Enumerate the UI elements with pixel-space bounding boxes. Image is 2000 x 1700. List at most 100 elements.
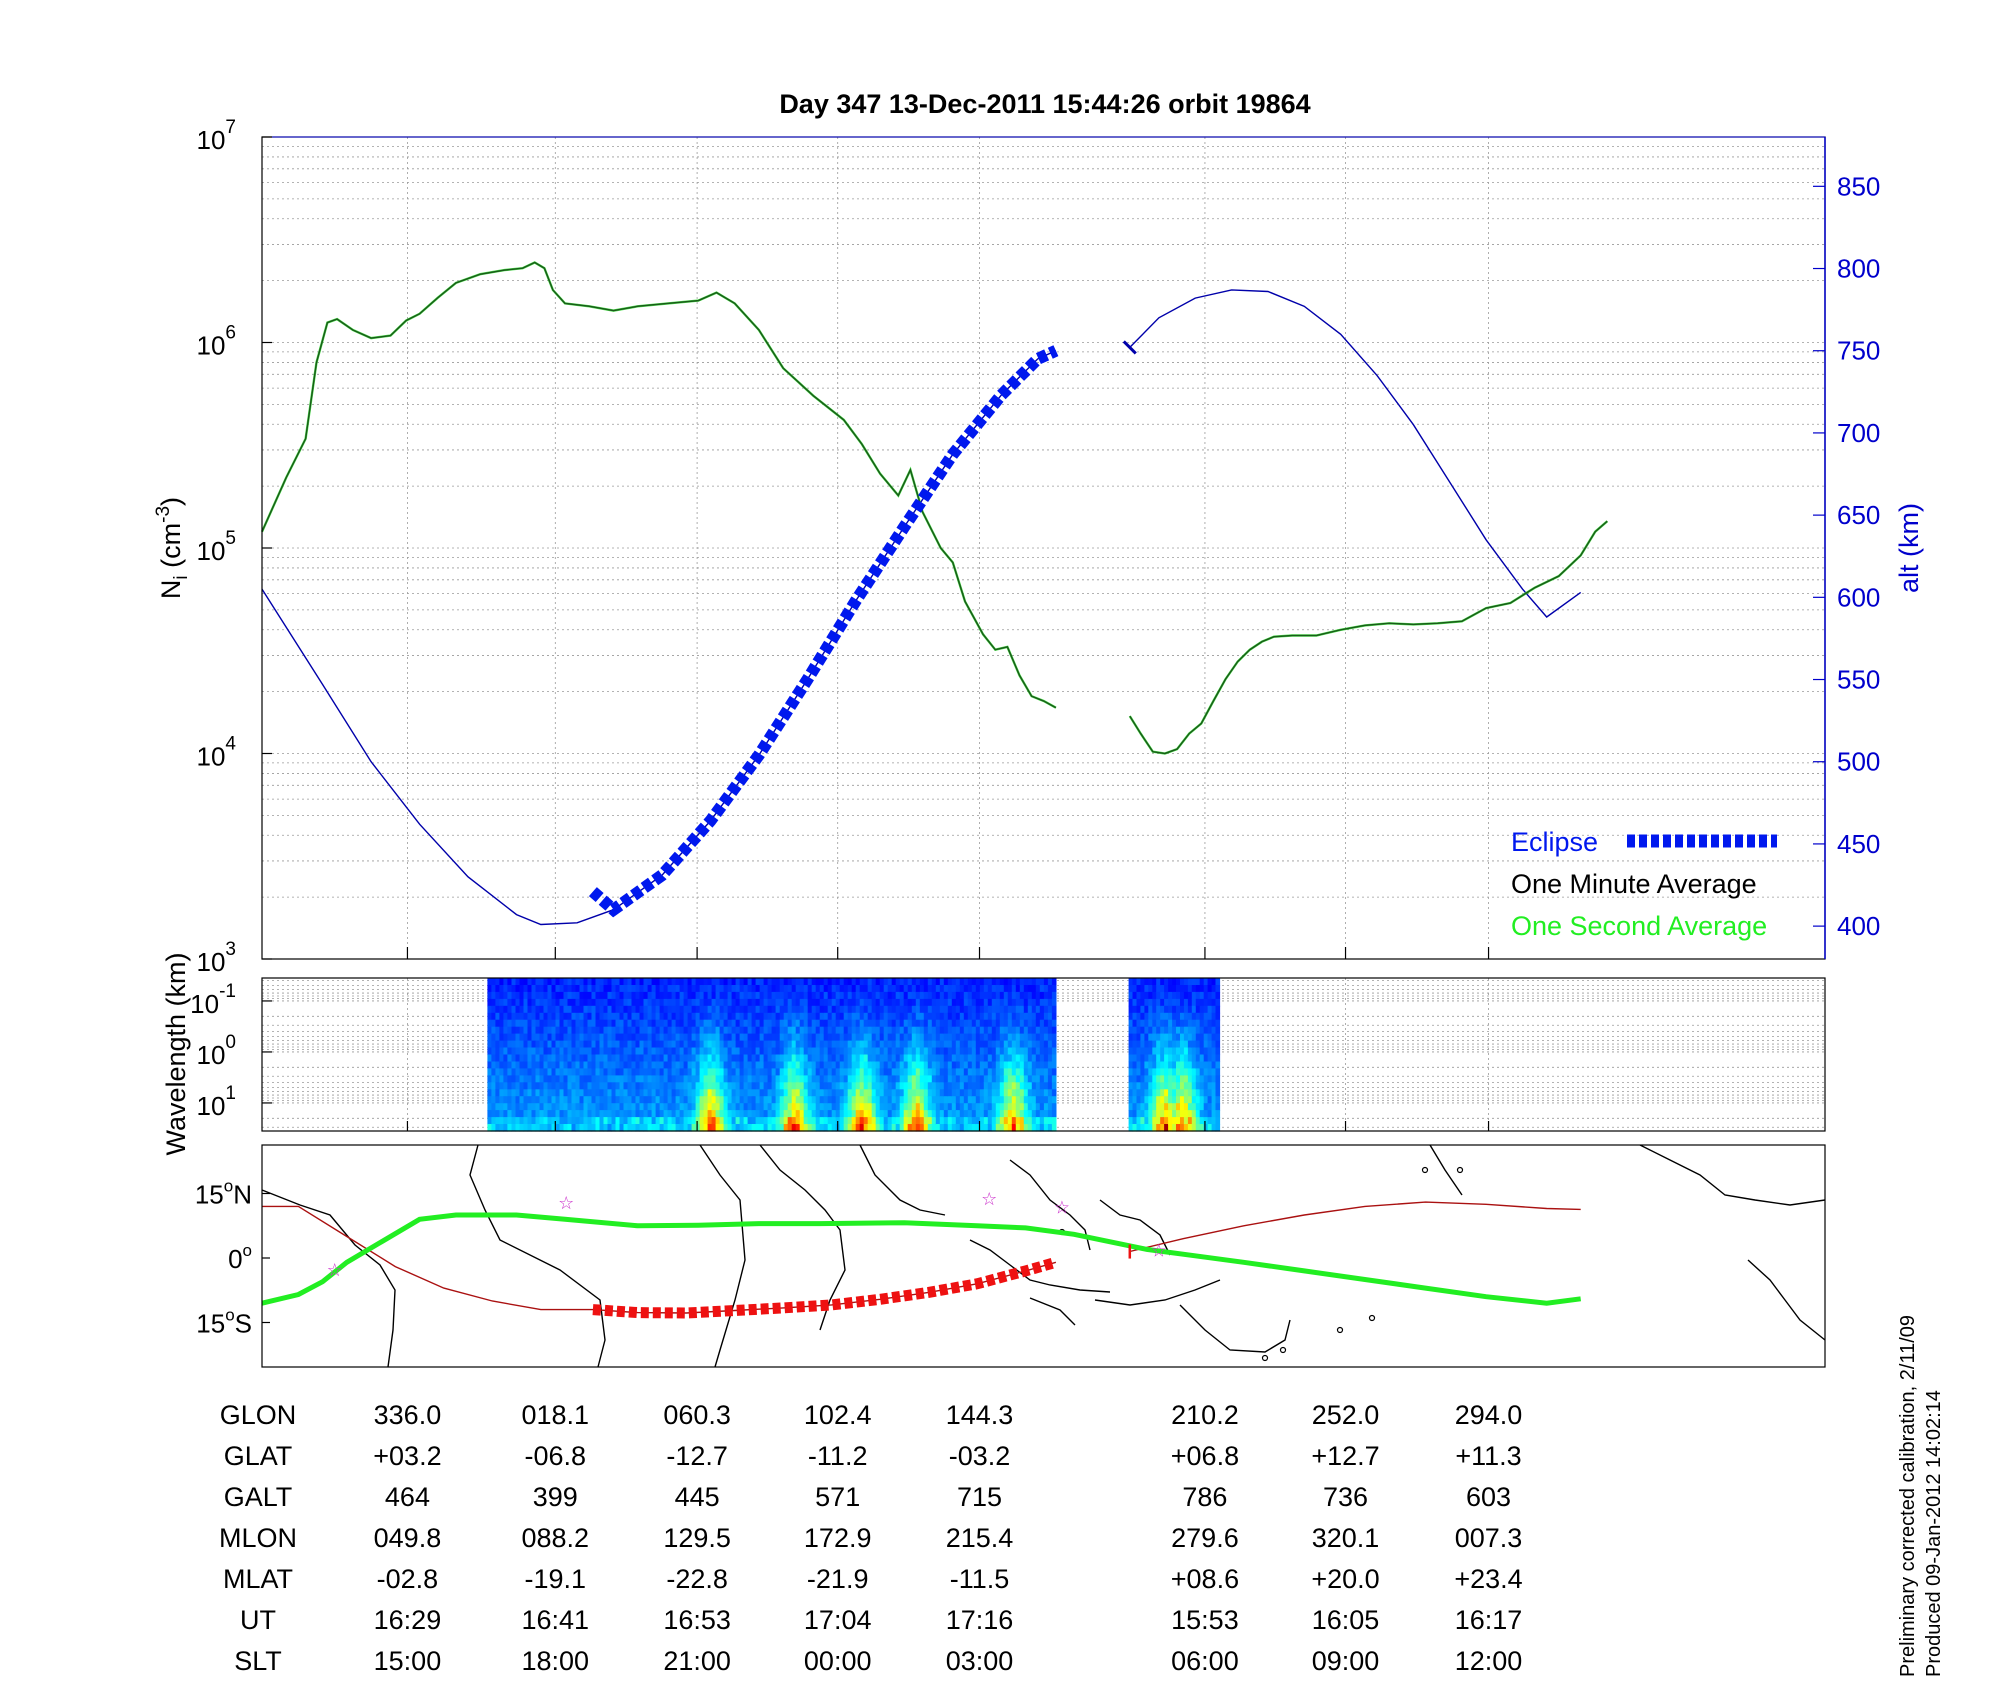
altitude-marker <box>1122 340 1137 355</box>
spectrogram-cell <box>803 1068 809 1076</box>
spectrogram-cell <box>563 1110 569 1118</box>
spectrogram-cell <box>727 1089 733 1097</box>
spectrogram-cell <box>1176 1089 1181 1097</box>
spectrogram-cell <box>1148 1061 1153 1070</box>
spectrogram-cell <box>687 1089 693 1097</box>
spectrogram-cell <box>843 998 849 1007</box>
spectrogram-cell <box>1211 1124 1217 1132</box>
spectrogram-cell <box>1164 1061 1169 1070</box>
spectrogram-cell <box>935 1054 941 1063</box>
spectrogram-cell <box>611 1068 617 1076</box>
spectrogram-cell <box>731 1075 737 1083</box>
spectrogram-cell <box>763 1082 769 1090</box>
spectrogram-cell <box>827 1012 833 1021</box>
spectrogram-cell <box>883 1117 889 1125</box>
spectrogram-cell <box>511 1117 517 1125</box>
spectrogram-cell <box>1043 1061 1049 1070</box>
spectrogram-cell <box>771 1012 777 1021</box>
spectrogram-cell <box>991 1089 997 1097</box>
spectrogram-cell <box>1172 1068 1177 1076</box>
spectrogram-cell <box>819 998 825 1007</box>
spectrogram-cell <box>959 1068 965 1076</box>
spectrogram-cell <box>943 1103 949 1111</box>
spectrogram-cell <box>895 1061 901 1070</box>
spectrogram-cell <box>519 978 525 986</box>
spectrogram-cell <box>1039 1005 1045 1014</box>
spectrogram-cell <box>783 1026 789 1035</box>
spectrogram-cell <box>903 1026 909 1035</box>
spectrogram-cell <box>719 1068 725 1076</box>
spectrogram-cell <box>991 1117 997 1125</box>
spectrogram-cell <box>1132 1047 1138 1056</box>
spectrogram-cell <box>1183 1012 1189 1021</box>
spectrogram-cell <box>827 1096 833 1104</box>
table-row-label-glon: GLON <box>220 1400 297 1430</box>
spectrogram-cell <box>875 1103 881 1111</box>
spectrogram-cell <box>1152 991 1157 1000</box>
spectrogram-cell <box>571 1061 577 1070</box>
spectrogram-cell <box>795 1005 801 1014</box>
spectrogram-cell <box>715 1033 721 1042</box>
spectrogram-cell <box>739 1089 745 1097</box>
spectrogram-cell <box>811 1117 817 1125</box>
spectrogram-cell <box>491 1047 496 1056</box>
spectrogram-cell <box>743 1026 749 1035</box>
spectrogram-cell <box>1187 1026 1193 1035</box>
spectrogram-cell <box>967 1082 973 1090</box>
spectrogram-cell <box>507 985 512 993</box>
spectrogram-cell <box>1019 1117 1025 1125</box>
spectrogram-cell <box>883 1124 889 1132</box>
spectrogram-cell <box>807 1033 813 1042</box>
spectrogram-cell <box>643 985 649 993</box>
spectrogram-cell <box>971 1005 977 1014</box>
spectrogram-cell <box>1047 1096 1053 1104</box>
spectrogram-cell <box>883 1075 889 1083</box>
spectrogram-cell <box>815 1103 821 1111</box>
spectrogram-cell <box>559 1005 565 1014</box>
spectrogram-cell <box>887 1082 893 1090</box>
spectrogram-cell <box>1191 991 1197 1000</box>
spectrogram-cell <box>919 1096 925 1104</box>
spectrogram-cell <box>1187 1068 1193 1076</box>
spectrogram-cell <box>955 1096 961 1104</box>
spectrogram-cell <box>567 1040 573 1049</box>
spectrogram-cell <box>547 1061 553 1070</box>
spectrogram-cell <box>823 1089 829 1097</box>
spectrogram-cell <box>683 1110 689 1118</box>
spectrogram-cell <box>759 1117 765 1125</box>
spectrogram-cell <box>855 1068 861 1076</box>
spectrogram-cell <box>1015 1117 1021 1125</box>
spectrogram-cell <box>995 1068 1001 1076</box>
spectrogram-cell <box>551 1033 557 1042</box>
spectrogram-cell <box>963 1096 969 1104</box>
spectrogram-cell <box>575 978 581 986</box>
spectrogram-cell <box>747 991 753 1000</box>
spectrogram-cell <box>727 1103 733 1111</box>
spectrogram-cell <box>567 1082 573 1090</box>
spectrogram-cell <box>583 998 589 1007</box>
spectrogram-cell <box>683 991 689 1000</box>
spectrogram-cell <box>507 1047 512 1056</box>
spectrogram-cell <box>735 1068 741 1076</box>
spectrogram-cell <box>567 1068 573 1076</box>
spectrogram-cell <box>523 1054 529 1063</box>
spectrogram-cell <box>527 1040 533 1049</box>
spectrogram-cell <box>1027 978 1033 986</box>
spectrogram-cell <box>1168 1012 1173 1021</box>
spectrogram-cell <box>739 1047 745 1056</box>
spectrogram-cell <box>655 985 661 993</box>
spectrogram-cell <box>947 985 953 993</box>
spectrogram-cell <box>955 998 961 1007</box>
spectrogram-cell <box>499 1096 504 1104</box>
spectrogram-cell <box>683 1026 689 1035</box>
spectrogram-cell <box>1203 1026 1209 1035</box>
spectrogram-cell <box>1007 1110 1013 1118</box>
coastline-5 <box>859 1144 946 1216</box>
spectrogram-cell <box>955 1103 961 1111</box>
spectrogram-cell <box>679 1103 685 1111</box>
spectrogram-cell <box>539 1054 545 1063</box>
spectrogram-cell <box>579 998 585 1007</box>
spectrogram-cell <box>983 985 989 993</box>
spectrogram-cell <box>971 985 977 993</box>
spectrogram-cell <box>567 1012 573 1021</box>
